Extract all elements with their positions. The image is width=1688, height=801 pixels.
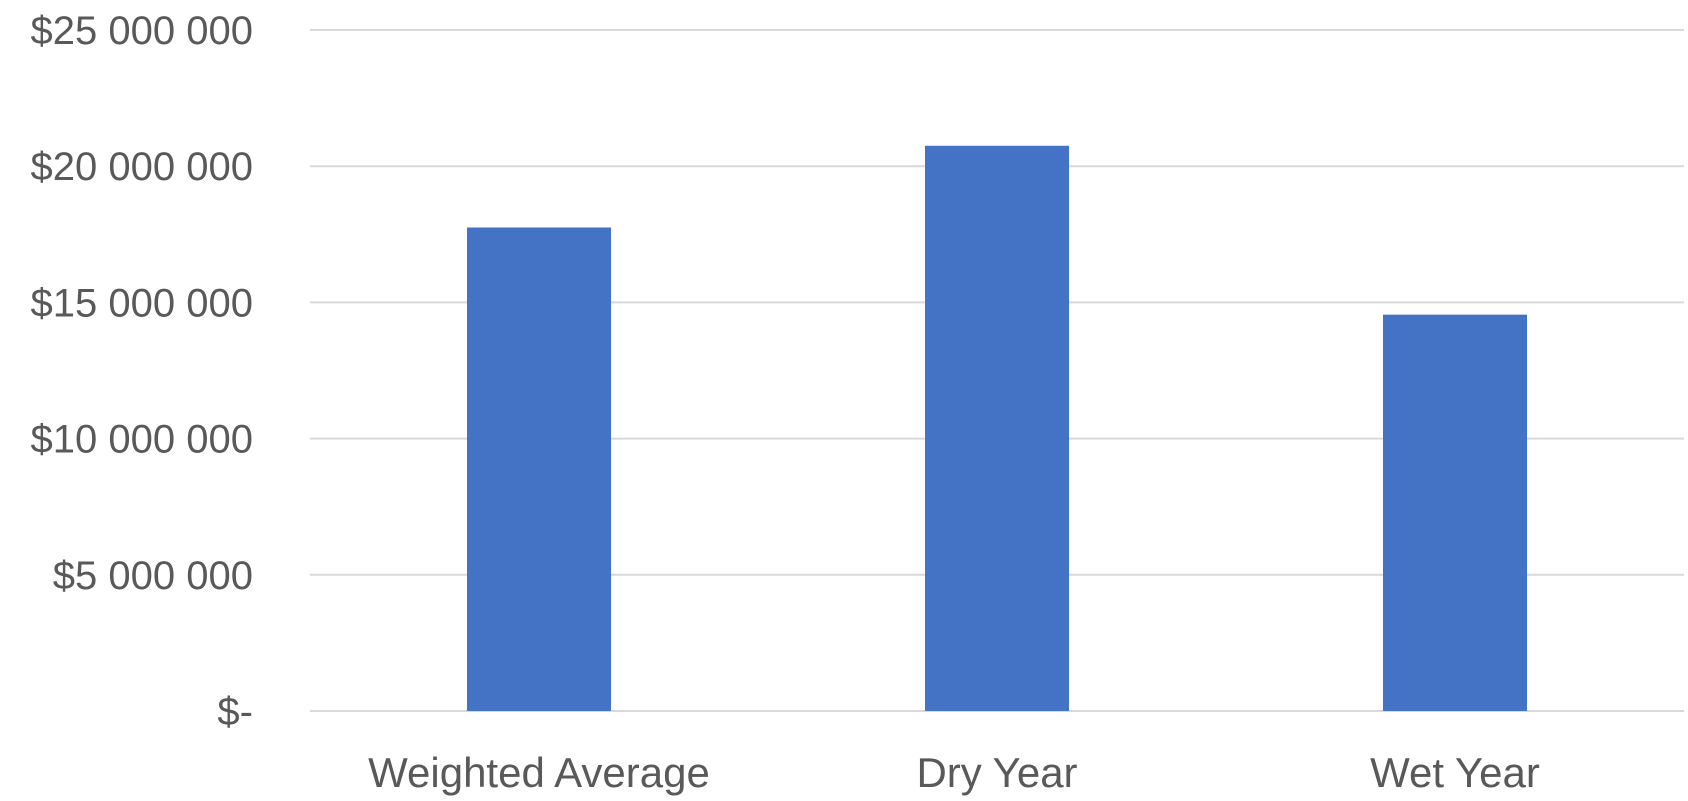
x-category-label: Dry Year bbox=[916, 749, 1077, 796]
y-tick-label: $5 000 000 bbox=[53, 554, 253, 598]
bar-wet-year bbox=[1383, 314, 1527, 711]
x-category-label: Wet Year bbox=[1370, 749, 1540, 796]
bar-weighted-average bbox=[467, 227, 611, 712]
bars bbox=[467, 145, 1527, 712]
y-tick-label: $15 000 000 bbox=[31, 281, 253, 325]
bar-dry-year bbox=[925, 145, 1069, 711]
x-axis-category-labels: Weighted Average Dry Year Wet Year bbox=[368, 749, 1540, 796]
y-tick-label: $10 000 000 bbox=[31, 418, 253, 462]
x-category-label: Weighted Average bbox=[368, 749, 710, 796]
y-tick-label: $- bbox=[217, 690, 253, 734]
y-tick-label: $20 000 000 bbox=[31, 145, 253, 189]
y-axis-tick-labels: $- $5 000 000 $10 000 000 $15 000 000 $20 00… bbox=[31, 9, 253, 734]
y-tick-label: $25 000 000 bbox=[31, 9, 253, 53]
